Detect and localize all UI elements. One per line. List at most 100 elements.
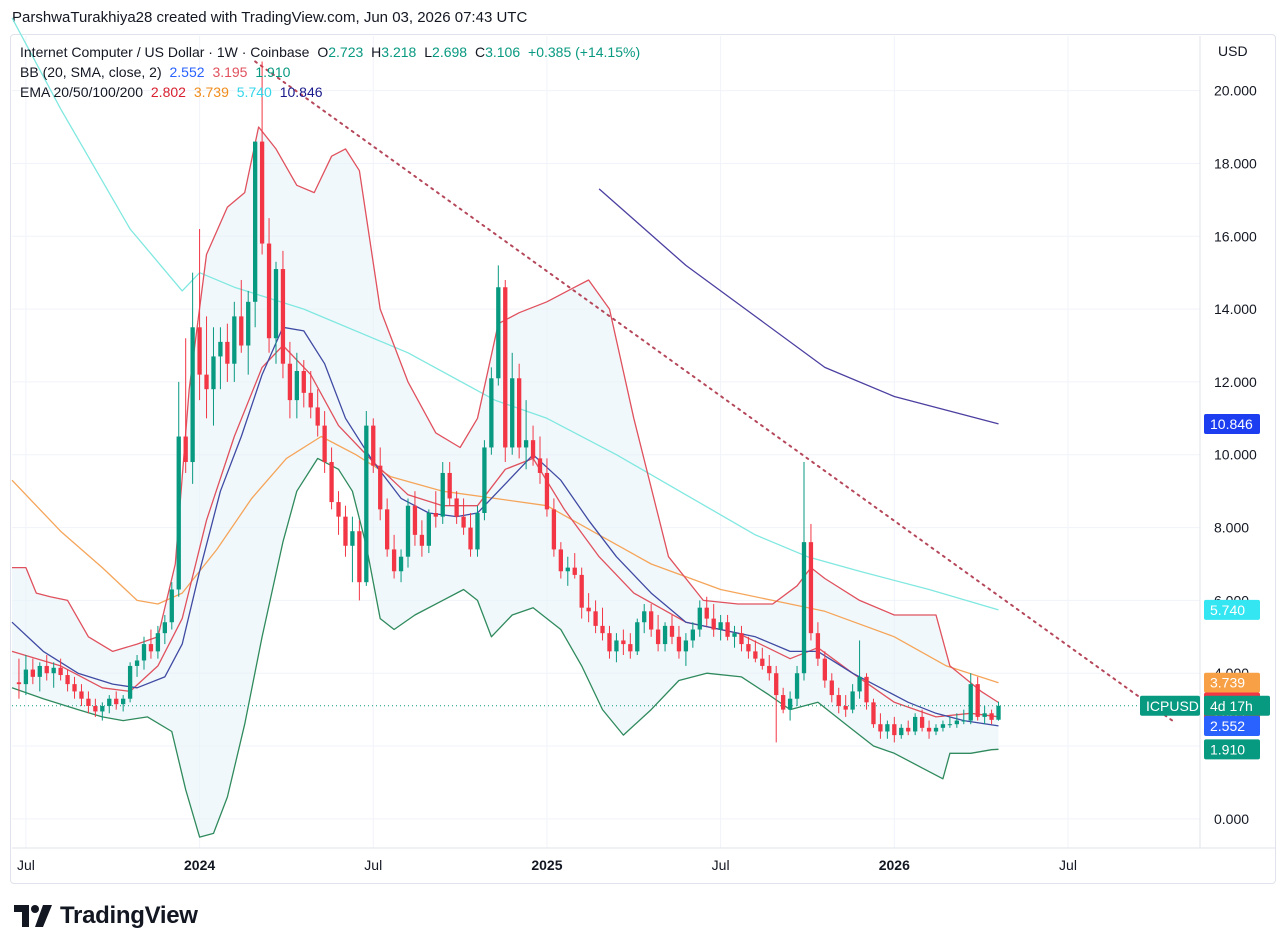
y-tick-label: 8.000: [1214, 520, 1249, 536]
ema-indicator-label[interactable]: EMA 20/50/100/200: [20, 84, 143, 100]
candle-body: [322, 425, 327, 463]
candle-body: [419, 534, 425, 546]
bb-legend-row[interactable]: BB (20, SMA, close, 2) 2.552 3.195 1.910: [20, 62, 644, 82]
candle-body: [58, 667, 63, 676]
candle-body: [801, 542, 807, 674]
bb-upper-value: 3.195: [212, 64, 248, 80]
candle-body: [906, 727, 911, 732]
candle-body: [482, 447, 487, 514]
ema-legend-row[interactable]: EMA 20/50/100/200 2.802 3.739 5.740 10.8…: [20, 82, 644, 102]
candle-body: [30, 669, 35, 677]
candle-body: [162, 622, 167, 634]
candle-body: [829, 680, 834, 696]
candle-body: [343, 516, 348, 546]
candle-body: [982, 713, 987, 717]
x-tick-label: 2026: [879, 857, 910, 873]
candle-body: [628, 644, 633, 652]
symbol-tag-label: ICPUSD: [1146, 698, 1199, 714]
candle-body: [662, 625, 668, 645]
candle-body: [37, 665, 42, 677]
y-tick-label: 18.000: [1214, 155, 1257, 171]
price-tag: [1204, 739, 1260, 760]
ohlc-close-label: C: [474, 44, 486, 60]
x-tick-label: 2025: [531, 857, 562, 873]
currency-label[interactable]: USD: [1218, 43, 1248, 59]
candle-body: [329, 462, 334, 503]
ema200-value: 10.846: [279, 84, 323, 100]
candle-body: [127, 665, 133, 699]
candle-body: [683, 640, 689, 652]
candle-body: [669, 625, 675, 637]
x-tick-label: Jul: [364, 857, 382, 873]
candle-body: [579, 574, 584, 608]
candle-body: [697, 607, 702, 630]
candle-body: [107, 698, 112, 706]
tradingview-logo[interactable]: TradingView: [14, 902, 198, 930]
candle-body: [218, 341, 223, 357]
price-tag: [1204, 599, 1260, 620]
candle-body: [433, 513, 438, 517]
bb-lower-value: 1.910: [255, 64, 291, 80]
candle-body: [16, 682, 22, 685]
candle-body: [357, 531, 362, 583]
candle-body: [350, 531, 355, 546]
candle-body: [926, 727, 932, 732]
ema100-line: [11, 17, 999, 611]
candle-body: [621, 640, 626, 645]
candle-body: [176, 436, 181, 590]
y-tick-label: 10.000: [1214, 447, 1257, 463]
candle-body: [753, 651, 758, 659]
candle-body: [197, 327, 202, 375]
candle-body: [169, 589, 174, 623]
candle-body: [155, 633, 161, 652]
candle-body: [475, 513, 480, 550]
candle-body: [225, 341, 230, 364]
price-tag-label: 1.910: [1210, 741, 1245, 757]
price-tag-label: 2.552: [1210, 718, 1245, 734]
candle-body: [961, 720, 966, 722]
x-tick-label: Jul: [1059, 857, 1077, 873]
candle-body: [503, 287, 508, 448]
candle-body: [523, 440, 529, 448]
candle-body: [558, 549, 563, 572]
price-tag: [1204, 413, 1260, 434]
bb-indicator-label[interactable]: BB (20, SMA, close, 2): [20, 64, 162, 80]
candle-body: [385, 509, 390, 550]
ema100-value: 5.740: [236, 84, 272, 100]
candle-body: [259, 141, 265, 244]
candle-body: [530, 440, 536, 459]
ohlc-low-label: L: [424, 44, 433, 60]
price-change: +0.385 (+14.15%): [528, 44, 641, 60]
candle-body: [787, 698, 793, 710]
ohlc-high-value: 3.218: [381, 44, 417, 60]
candle-body: [23, 669, 29, 685]
candle-body: [649, 611, 654, 630]
candle-body: [232, 316, 237, 364]
y-tick-label: 16.000: [1214, 228, 1257, 244]
candle-body: [79, 691, 84, 699]
candle-body: [447, 472, 452, 499]
symbol-tag: [1140, 695, 1200, 716]
x-tick-label: Jul: [712, 857, 730, 873]
candle-body: [600, 625, 605, 634]
candle-body: [44, 665, 49, 674]
candle-body: [51, 667, 56, 674]
symbol-legend-row[interactable]: Internet Computer / US Dollar · 1W · Coi…: [20, 42, 644, 62]
candle-body: [148, 644, 154, 652]
candle-body: [100, 705, 105, 712]
candle-body: [746, 644, 751, 652]
candle-body: [760, 658, 765, 666]
symbol-title[interactable]: Internet Computer / US Dollar · 1W · Coi…: [20, 44, 310, 60]
chart-frame: [10, 34, 1276, 884]
candle-body: [65, 675, 70, 685]
candle-body: [134, 660, 140, 666]
candle-body: [440, 472, 445, 517]
candle-body: [308, 392, 313, 408]
candle-body: [635, 622, 640, 652]
ema50-line: [11, 435, 999, 684]
price-tag-label: 10.846: [1210, 416, 1253, 432]
ohlc-open-label: O: [317, 44, 329, 60]
chart-legend: Internet Computer / US Dollar · 1W · Coi…: [20, 42, 644, 102]
candle-body: [565, 567, 570, 572]
